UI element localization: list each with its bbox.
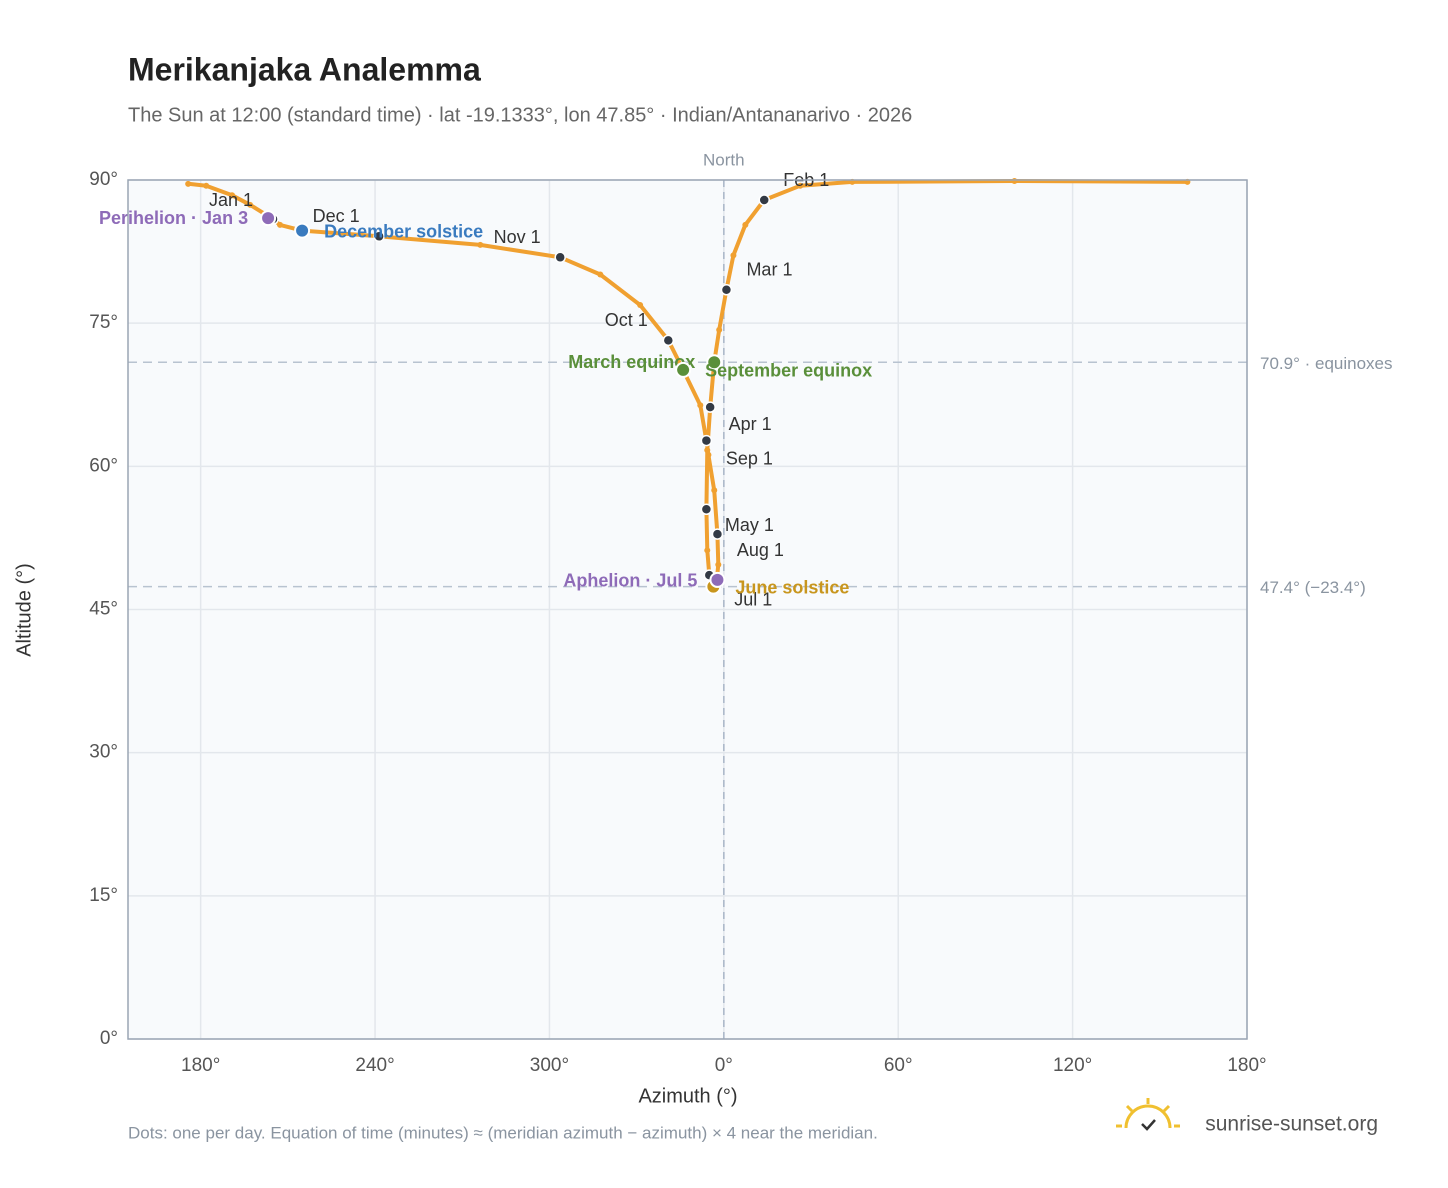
reference-label: 70.9° · equinoxes	[1260, 354, 1393, 373]
event-label: March equinox	[568, 352, 695, 372]
daily-dot	[185, 180, 192, 187]
daily-dot	[637, 302, 644, 309]
month-marker	[704, 401, 716, 413]
month-marker	[373, 230, 385, 243]
reference-label: 47.4° (−23.4°)	[1260, 578, 1366, 597]
month-label: Dec 1	[313, 206, 360, 226]
daily-dot	[704, 547, 711, 554]
daily-dot	[730, 252, 737, 259]
event-label: June solstice	[735, 577, 849, 597]
chart-subtitle: The Sun at 12:00 (standard time) · lat -…	[128, 104, 912, 126]
month-label: Apr 1	[729, 414, 772, 434]
grid	[128, 179, 1248, 1040]
daily-dot	[705, 451, 712, 458]
month-marker	[758, 194, 770, 206]
month-label: Jan 1	[209, 190, 253, 210]
x-tick-label: 120°	[1053, 1055, 1092, 1076]
y-tick-label: 0°	[100, 1028, 118, 1049]
daily-dot	[715, 561, 722, 568]
month-label: Aug 1	[737, 540, 784, 560]
month-marker	[720, 284, 733, 296]
daily-dot	[597, 271, 604, 278]
daily-dot	[711, 487, 718, 494]
daily-dot	[704, 447, 711, 454]
x-tick-label: 0°	[715, 1055, 733, 1076]
daily-dot	[277, 221, 284, 228]
month-label: Mar 1	[746, 260, 792, 280]
x-tick-label: 300°	[530, 1055, 569, 1076]
month-marker	[554, 251, 566, 264]
daily-dot	[477, 241, 484, 248]
daily-dot	[203, 182, 210, 189]
event-label: Aphelion · Jul 5	[563, 571, 697, 591]
event-label: Perihelion · Jan 3	[99, 208, 248, 228]
month-marker	[711, 528, 724, 540]
month-marker	[700, 503, 713, 516]
x-tick-label: 240°	[355, 1055, 394, 1076]
y-tick-label: 30°	[89, 742, 118, 763]
daily-dot	[716, 326, 723, 333]
x-axis-label: Azimuth (°)	[638, 1085, 737, 1107]
x-tick-label: 180°	[181, 1055, 220, 1076]
y-tick-label: 60°	[89, 455, 118, 476]
north-label: North	[703, 150, 745, 169]
x-tick-label: 180°	[1227, 1055, 1266, 1076]
event-marker	[294, 222, 311, 239]
plot-border	[127, 179, 1248, 1040]
daily-dot	[697, 402, 704, 409]
daily-dot	[797, 182, 804, 189]
footnote: Dots: one per day. Equation of time (min…	[128, 1123, 878, 1142]
event-label: December solstice	[324, 221, 483, 241]
month-label: May 1	[725, 515, 774, 535]
daily-dot	[247, 201, 254, 208]
event-marker	[675, 361, 692, 378]
event-marker	[709, 571, 726, 588]
brand-name[interactable]: sunrise-sunset.org	[1205, 1113, 1378, 1136]
month-label: Nov 1	[494, 227, 541, 247]
chart-title: Merikanjaka Analemma	[128, 51, 481, 87]
month-label: Jul 1	[734, 589, 772, 609]
y-tick-label: 15°	[89, 885, 118, 906]
daily-dot	[1011, 177, 1018, 184]
event-label: September equinox	[705, 361, 872, 381]
month-label: Sep 1	[726, 448, 773, 468]
month-marker	[662, 334, 675, 347]
daily-dot	[229, 192, 236, 199]
y-tick-label: 90°	[89, 169, 118, 190]
month-marker	[700, 434, 713, 447]
event-marker	[260, 210, 277, 227]
x-tick-label: 60°	[884, 1055, 913, 1076]
event-marker	[706, 354, 723, 371]
y-tick-label: 75°	[89, 312, 118, 333]
daily-dot	[742, 221, 749, 228]
brand-logo	[1116, 1098, 1180, 1131]
y-tick-label: 45°	[89, 599, 118, 620]
y-axis-label: Altitude (°)	[13, 563, 35, 657]
month-label: Oct 1	[605, 310, 648, 330]
